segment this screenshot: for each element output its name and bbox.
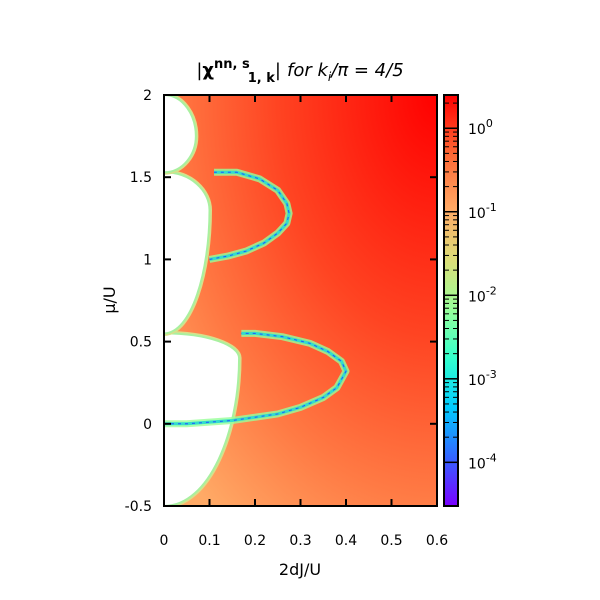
x-tick-label: 0.5: [380, 533, 402, 549]
colorbar-tick-label: 100: [468, 117, 493, 138]
x-axis-label: 2dJ/U: [279, 560, 321, 579]
y-tick-label: 0.5: [130, 335, 152, 351]
colorbar-ticks: 100 10-1 10-2 10-3 10-4: [444, 102, 497, 472]
colorbar-gradient: [444, 95, 458, 506]
title-suffix: for k: [287, 60, 329, 81]
mott-lobe: [164, 171, 211, 335]
colorbar-frame: [443, 94, 459, 507]
colorbar-tick-label: 10-4: [468, 451, 497, 472]
resonance-curve-core: [164, 332, 347, 425]
title-suffix-rest: /π = 4/5: [329, 60, 403, 81]
x-tick-label: 0: [160, 533, 169, 549]
colorbar-tick-label: 10-3: [468, 368, 497, 389]
y-axis-ticks: -0.5 0 0.5 1 1.5 2: [125, 88, 437, 515]
colorbar-tick-label: 10-1: [468, 201, 497, 222]
y-axis-label: μ/U: [100, 286, 119, 313]
mott-lobe: [164, 95, 197, 174]
resonance-curve-core: [209, 171, 290, 260]
y-tick-label: 1.5: [130, 170, 152, 186]
x-tick-label: 0.6: [426, 533, 448, 549]
title-abs-open: |: [196, 60, 202, 81]
chart-title: |χnn, s 1, k| for ki/π = 4/5: [196, 57, 403, 86]
resonance-curves: [164, 168, 350, 428]
title-superscript: nn, s: [214, 57, 250, 72]
title-subscript: 1, k: [248, 71, 276, 86]
title-chi: χ: [202, 60, 214, 81]
x-tick-label: 0.2: [244, 533, 266, 549]
y-tick-label: 1: [143, 252, 152, 268]
x-tick-label: 0.1: [198, 533, 220, 549]
colorbar-tick-label: 10-2: [468, 284, 497, 305]
title-suffix-subscript: i: [328, 70, 332, 84]
y-tick-label: 2: [143, 88, 152, 104]
x-tick-label: 0.4: [335, 533, 357, 549]
title-abs-close: |: [275, 60, 281, 81]
y-tick-label: 0: [143, 417, 152, 433]
x-axis-ticks: 0 0.1 0.2 0.3 0.4 0.5 0.6: [160, 95, 448, 549]
y-tick-label: -0.5: [125, 499, 152, 515]
x-tick-label: 0.3: [289, 533, 311, 549]
